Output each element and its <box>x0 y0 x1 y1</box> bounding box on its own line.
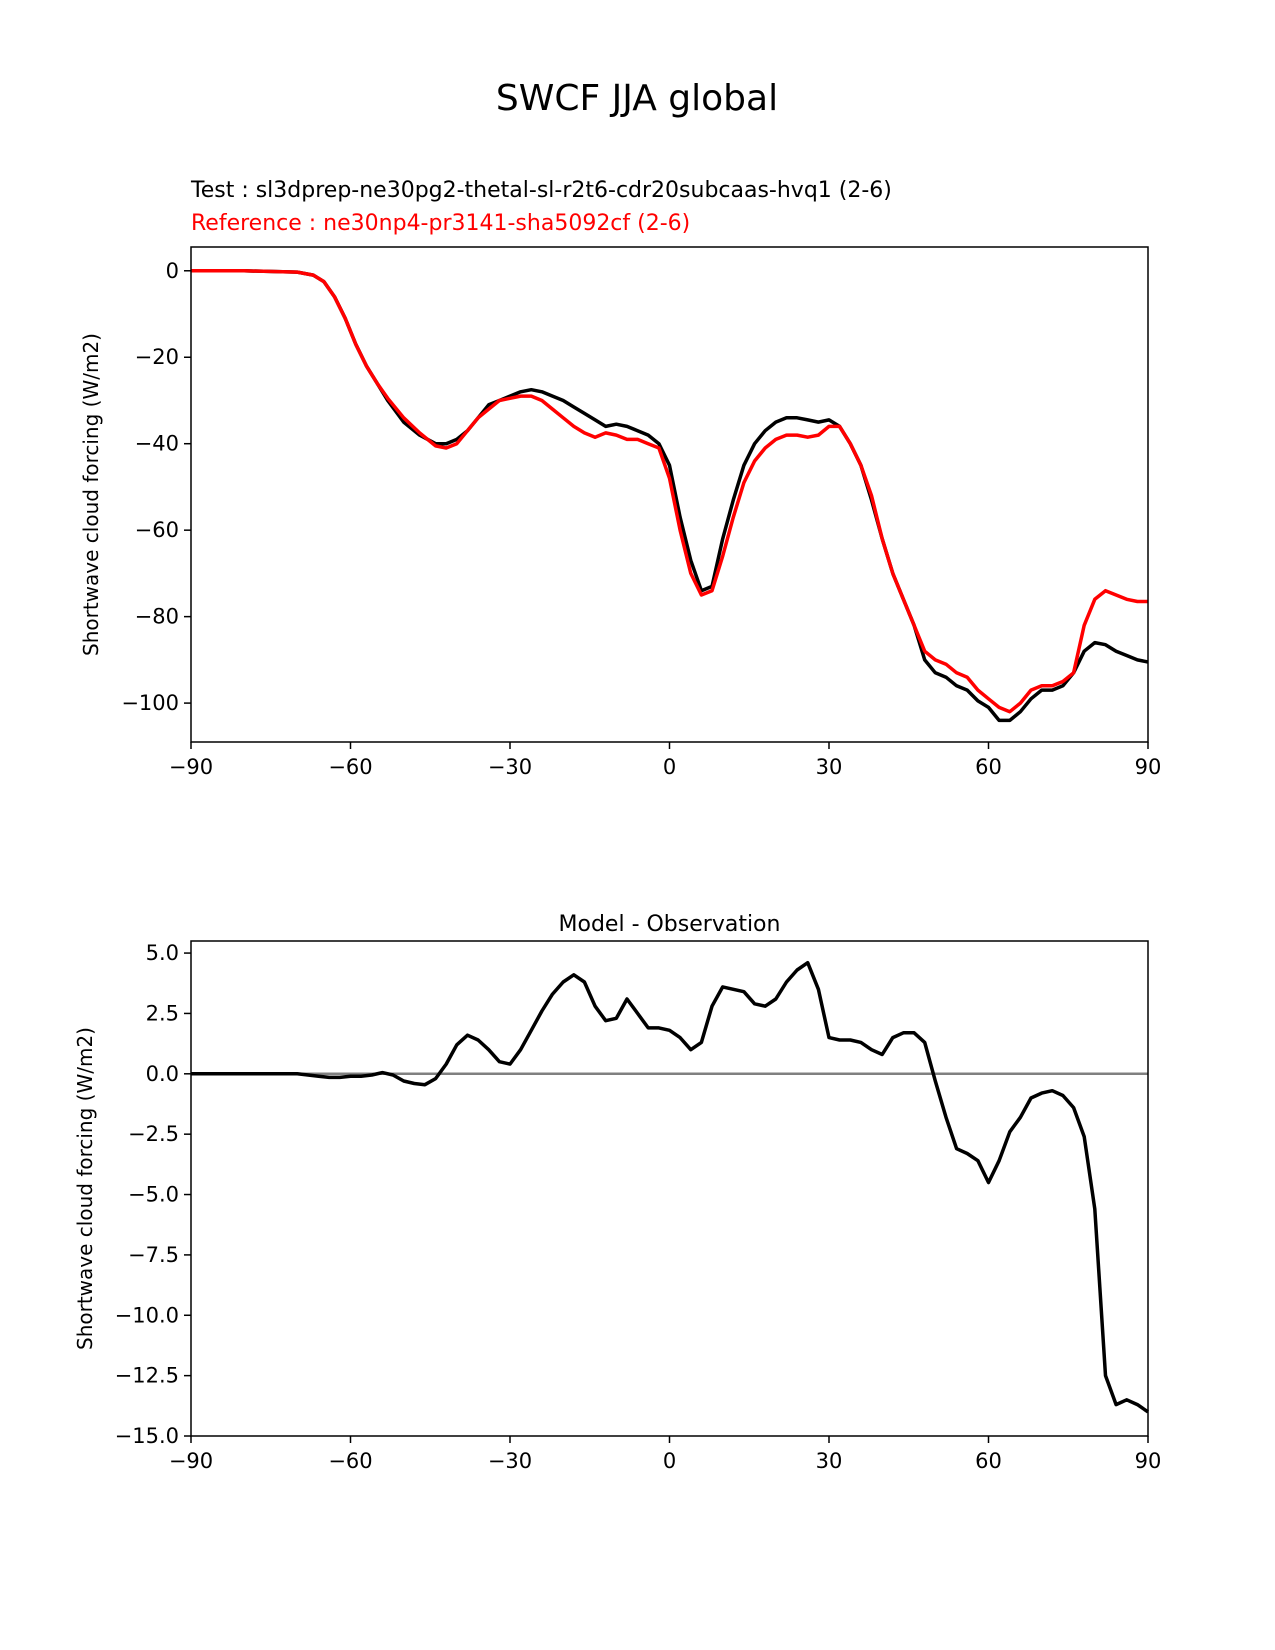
x-tick-label: 90 <box>1135 1449 1162 1473</box>
x-tick-label: −90 <box>169 755 213 779</box>
y-tick-label: −2.5 <box>128 1122 179 1146</box>
y-tick-label: −5.0 <box>128 1183 179 1207</box>
y-tick-label: 2.5 <box>146 1001 179 1025</box>
y-tick-label: −7.5 <box>128 1243 179 1267</box>
x-tick-label: −30 <box>488 755 532 779</box>
x-tick-label: −60 <box>328 755 372 779</box>
y-axis-label: Shortwave cloud forcing (W/m2) <box>73 1027 97 1350</box>
x-tick-label: 30 <box>816 1449 843 1473</box>
y-tick-label: −20 <box>135 345 179 369</box>
subplot-title: Model - Observation <box>559 912 781 937</box>
top-chart: −90 −60 −30 0 30 60 90 0 −20 −40 −60 −80 −100 Shortwa… <box>79 246 1162 779</box>
series-line-test <box>191 269 1149 723</box>
y-tick-label: −100 <box>121 691 179 715</box>
y-tick-label: −15.0 <box>115 1424 179 1448</box>
plot-frame <box>190 246 1149 743</box>
bottom-chart: Model - Observation −90 −60 −30 0 30 60 90 5.0 2.… <box>73 912 1161 1473</box>
series-line-reference <box>191 269 1148 714</box>
reference-case-label: Reference : ne30np4-pr3141-sha5092cf (2-… <box>191 211 690 236</box>
plot-frame <box>190 940 1149 1437</box>
x-tick-label: 60 <box>975 1449 1002 1473</box>
y-tick-label: 0 <box>166 259 179 283</box>
y-tick-label: −10.0 <box>115 1303 179 1327</box>
y-tick-label: −60 <box>135 518 179 542</box>
x-tick-label: 90 <box>1135 755 1162 779</box>
series-line-test <box>191 960 1149 1414</box>
x-tick-label: 60 <box>975 755 1002 779</box>
y-axis-label: Shortwave cloud forcing (W/m2) <box>79 333 103 656</box>
x-tick-label: 30 <box>816 755 843 779</box>
y-tick-label: −12.5 <box>115 1364 179 1388</box>
x-tick-label: 0 <box>663 1449 676 1473</box>
test-case-label: Test : sl3dprep-ne30pg2-thetal-sl-r2t6-c… <box>190 178 892 203</box>
y-tick-label: 0.0 <box>146 1062 179 1086</box>
x-tick-label: −60 <box>328 1449 372 1473</box>
x-tick-label: −90 <box>169 1449 213 1473</box>
figure-title: SWCF JJA global <box>496 78 778 119</box>
y-tick-label: 5.0 <box>146 941 179 965</box>
y-tick-label: −40 <box>135 432 179 456</box>
x-tick-label: −30 <box>488 1449 532 1473</box>
y-tick-label: −80 <box>135 605 179 629</box>
x-tick-label: 0 <box>663 755 676 779</box>
